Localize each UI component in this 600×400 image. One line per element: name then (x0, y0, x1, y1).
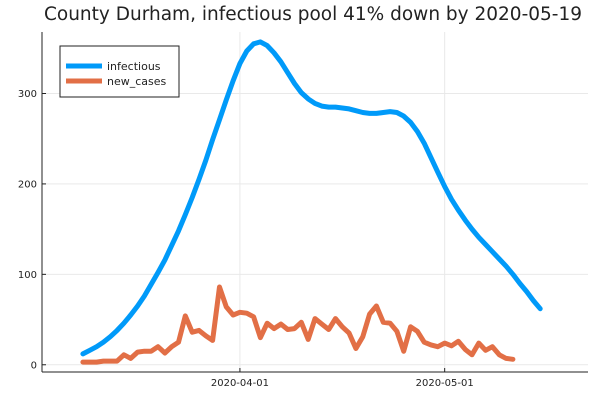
y-tick-label: 300 (18, 89, 37, 100)
axes (41, 32, 588, 373)
legend-label-new-cases: new_cases (107, 75, 167, 88)
legend-box (59, 45, 180, 98)
y-tick-label: 100 (18, 270, 37, 281)
series-line-new-cases (80, 284, 516, 365)
y-tick-label: 200 (18, 179, 37, 190)
legend-label-infectious: infectious (107, 60, 161, 73)
tick-labels: 0 100 200 300 2020-04-01 2020-05-01 (18, 89, 474, 389)
chart-title: County Durham, infectious pool 41% down … (44, 4, 582, 25)
x-tick-label: 2020-04-01 (211, 378, 269, 389)
legend: infectious new_cases (59, 45, 180, 98)
series-layer (80, 39, 543, 365)
series-line-infectious (80, 39, 543, 357)
y-tick-label: 0 (31, 360, 37, 371)
x-tick-label: 2020-05-01 (416, 378, 474, 389)
